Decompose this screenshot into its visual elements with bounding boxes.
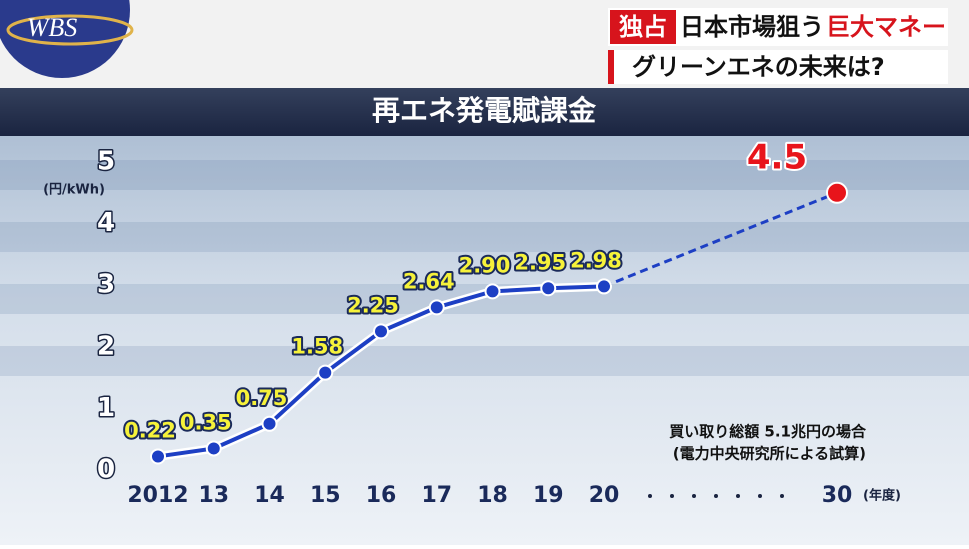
value-label: 2.90 — [459, 253, 511, 277]
y-tick-label: 0 — [97, 455, 115, 485]
value-label: 2.98 — [570, 248, 622, 272]
title-band — [0, 88, 969, 136]
x-tick-label: 17 — [421, 483, 452, 508]
tag: 独占 — [619, 13, 667, 41]
projection-line — [603, 191, 838, 288]
x-tick-label: 14 — [254, 483, 285, 508]
y-tick-label: 5 — [97, 147, 115, 177]
y-tick-label: 2 — [97, 331, 115, 361]
headline-2: 巨大マネー — [826, 13, 946, 41]
y-unit: (円/kWh) — [43, 183, 105, 198]
x-tick-label: 16 — [366, 483, 397, 508]
point — [826, 181, 848, 204]
x-tick-label: 19 — [533, 483, 564, 508]
point — [428, 299, 445, 316]
stripes — [0, 160, 969, 376]
x-tick-label: 20 — [589, 483, 620, 508]
point — [373, 323, 389, 340]
value-label: 1.58 — [291, 335, 343, 359]
headline-1: 日本市場狙う — [680, 13, 824, 41]
x-tick-label: 30 — [822, 483, 853, 508]
subheadline-box — [608, 50, 948, 84]
value-label: 2.25 — [347, 293, 399, 317]
point — [540, 280, 557, 297]
y-tick-label: 4 — [97, 208, 115, 238]
value-label: 0.22 — [124, 418, 176, 442]
x-tick-label: 2012 — [127, 483, 188, 508]
x-tick-label: 18 — [477, 483, 508, 508]
point — [261, 415, 278, 432]
point — [317, 364, 334, 381]
value-label: 4.5 — [747, 137, 807, 177]
x-unit: (年度) — [863, 488, 901, 504]
x-tick-label: 13 — [198, 483, 229, 508]
point — [205, 440, 222, 457]
point — [150, 448, 166, 465]
tag-box — [610, 10, 676, 44]
chart-title: 再エネ発電賦課金 — [372, 94, 597, 127]
point — [596, 278, 612, 295]
value-label: 0.35 — [180, 410, 232, 434]
subheadline-bar — [608, 50, 614, 84]
logo: WBS — [27, 13, 78, 42]
annotation: 買い取り総額 5.1兆円の場合 — [669, 423, 867, 441]
ellipsis — [648, 494, 784, 498]
value-label: 2.64 — [403, 269, 455, 293]
logo-ring — [6, 14, 134, 46]
subheadline: グリーンエネの未来は? — [632, 53, 885, 81]
value-label: 2.95 — [514, 250, 566, 274]
y-tick-label: 1 — [97, 393, 115, 423]
annotation: (電力中央研究所による試算) — [673, 445, 866, 463]
value-label: 0.75 — [236, 386, 288, 410]
x-tick-label: 15 — [310, 483, 341, 508]
point — [484, 283, 501, 300]
y-tick-label: 3 — [97, 270, 115, 300]
